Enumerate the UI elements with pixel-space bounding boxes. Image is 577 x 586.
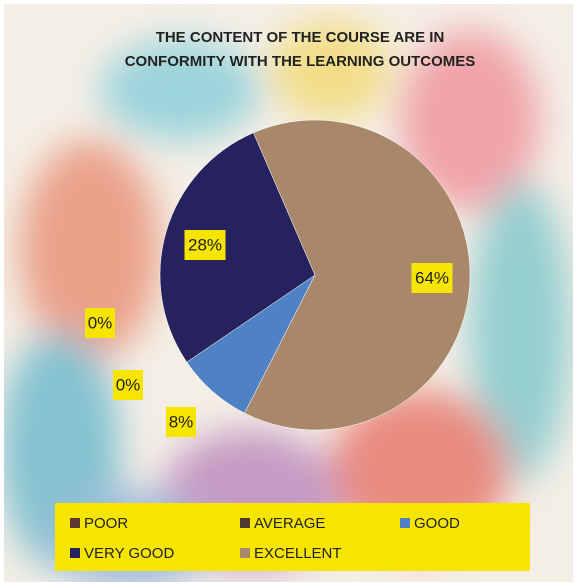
legend-swatch	[240, 518, 250, 528]
data-labels: 0% 0% 8% 28% 64%	[85, 230, 453, 437]
legend: POOR AVERAGE GOOD VERY GOOD EXCELLENT	[70, 515, 460, 562]
data-label: 0%	[116, 375, 141, 394]
legend-swatch	[70, 518, 80, 528]
legend-swatch	[240, 548, 250, 558]
data-label: 0%	[88, 313, 113, 332]
pie	[159, 119, 471, 431]
title-line: THE CONTENT OF THE COURSE ARE IN	[156, 29, 445, 46]
data-label: 28%	[188, 235, 222, 254]
legend-swatch	[70, 548, 80, 558]
data-label: 64%	[415, 268, 449, 287]
legend-box	[55, 503, 530, 571]
legend-label: EXCELLENT	[254, 545, 342, 562]
legend-label: VERY GOOD	[84, 545, 174, 562]
data-label-box	[85, 308, 115, 338]
title-line: CONFORMITY WITH THE LEARNING OUTCOMES	[125, 53, 476, 70]
data-label-box	[411, 263, 453, 293]
data-label-box	[166, 407, 196, 437]
legend-swatch	[400, 518, 410, 528]
data-label-box	[113, 370, 143, 400]
data-label-box	[184, 230, 226, 260]
data-label: 8%	[169, 412, 194, 431]
legend-label: GOOD	[414, 515, 460, 532]
pie-slice	[244, 119, 471, 431]
title: THE CONTENT OF THE COURSE ARE IN CONFORMI…	[125, 29, 476, 70]
legend-label: AVERAGE	[254, 515, 325, 532]
legend-label: POOR	[84, 515, 128, 532]
pie-slice	[159, 132, 316, 363]
